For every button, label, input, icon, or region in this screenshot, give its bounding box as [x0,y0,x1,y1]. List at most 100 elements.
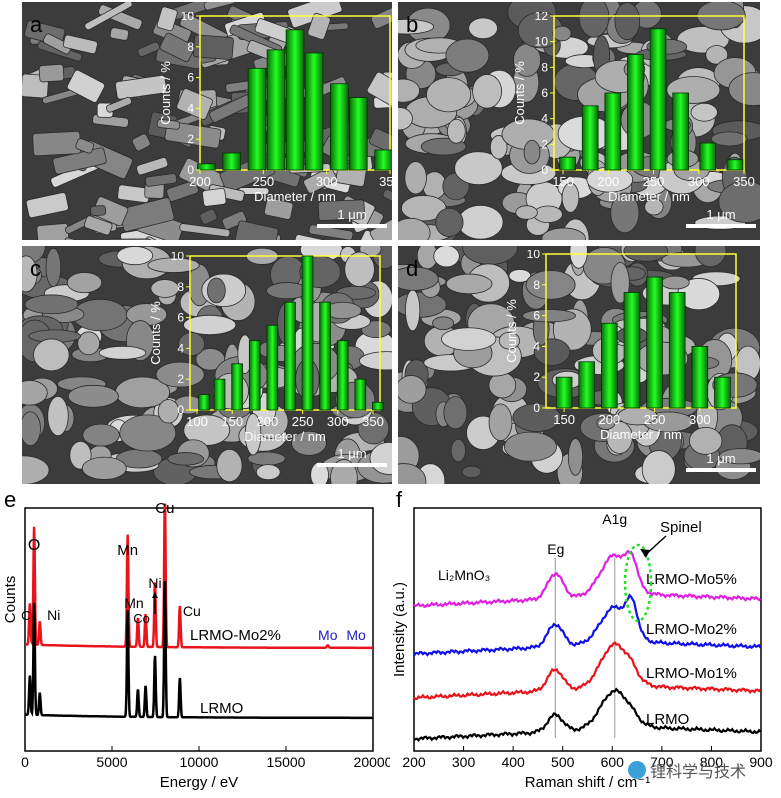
y-tick-label: 8 [177,280,184,294]
sem-panel-d: d 0 2 4 6 8 10 150 200 250 300 Diameter / nm Counts… [398,246,760,484]
histogram-bar [668,292,686,409]
histogram-bar [319,301,331,411]
series-line [413,593,762,657]
x-axis-label: Diameter / nm [600,427,682,442]
histogram-d: 0 2 4 6 8 10 150 200 250 300 Diameter / nm Counts /… [504,250,737,442]
peak-label: Cu [183,603,201,619]
x-tick-label: 200 [598,412,620,427]
sem-panel-b: b 0 2 4 6 8 10 12 150 200 250 300 350 Diameter / nm C… [398,2,760,240]
x-tick-label: 200 [597,174,619,189]
y-tick-label: 4 [187,101,194,115]
x-tick-label: 100 [186,414,208,429]
watermark-text: 锂科学与技术 [650,764,747,781]
histogram-bar [691,346,709,409]
scale-bar-label-c: 1 μm [337,446,367,461]
x-axis-label: Raman shift / cm⁻¹ [525,774,650,791]
peak-label: O [28,537,40,554]
y-tick-label: 6 [187,71,194,85]
histogram-bar [349,97,368,171]
y-tick-label: 10 [181,12,195,23]
scale-bar-c: 1 μm [317,446,387,467]
scale-bar-label-a: 1 μm [337,207,367,222]
x-axis-label: Diameter / nm [608,189,690,204]
x-tick-label: 300 [689,412,711,427]
histogram-bar [266,49,286,171]
x-tick-label: 20000 [354,754,390,770]
panel-letter-b: b [406,12,419,37]
histogram-bar [222,152,241,171]
panel-letter-e: e [4,487,17,512]
x-tick-label: 5000 [96,754,127,770]
y-tick-label: 4 [177,341,184,355]
histogram-bar [247,67,267,171]
sem-panel-c: c 0 2 4 6 8 10 100 150 200 250 300 350 Diameter / nm… [22,246,392,484]
x-tick-label: 250 [252,174,274,189]
histogram-bar [336,340,349,411]
x-tick-label: 150 [553,412,575,427]
x-tick-label: 800 [700,754,724,770]
li2mno3-label: Li₂MnO₃ [438,567,490,583]
y-tick-label: 10 [535,35,549,49]
x-tick-label: 700 [650,754,674,770]
series-label-lrmo: LRMO [200,700,243,717]
eg-label: Eg [547,541,564,557]
histogram-bar [604,92,622,171]
x-tick-label: 350 [733,174,755,189]
y-tick-label: 0 [533,401,540,415]
histogram-bar [213,378,226,411]
y-tick-label: 8 [187,40,194,54]
histogram-bar [649,28,667,171]
x-tick-label: 300 [688,174,710,189]
x-tick-label: 250 [644,412,666,427]
scale-bar-label-b: 1 μm [706,207,736,222]
histogram-bar [197,163,216,171]
panel-letter-f: f [396,487,403,512]
panel-letter-c: c [30,256,41,281]
x-axis-label: Diameter / nm [254,189,336,204]
series-label: LRMO-Mo2% [646,621,737,638]
histogram-bar [699,142,717,171]
histogram-bar [374,149,392,171]
eds-spectrum-chart: 0 5000 10000 15000 20000 Energy / eV Counts LRM… [2,500,390,791]
y-axis-label: Counts / % [148,301,163,365]
x-tick-label: 900 [749,754,773,770]
x-tick-label: 0 [21,754,29,770]
watermark: 锂科学与技术 [628,758,746,782]
peak-label: Mn [117,542,138,559]
x-tick-label: 300 [327,414,349,429]
sem-image-c [22,246,392,484]
histogram-c: 0 2 4 6 8 10 100 150 200 250 300 350 Diameter / nm Co… [148,252,384,444]
x-tick-label: 150 [221,414,243,429]
histogram-bar [372,401,384,411]
panel-letter-a: a [30,12,43,37]
x-axis-label: Diameter / nm [244,429,326,444]
sem-panel-a: a 0 2 4 6 8 10 200 250 300 350 Diameter / nm Counts… [22,2,392,240]
peak-label: Mo [318,627,338,643]
y-tick-label: 6 [533,309,540,323]
spinel-label: Spinel [660,519,702,536]
series-line [413,549,762,609]
y-axis-label: Counts [2,576,19,624]
peak-label: Ni [148,575,161,591]
a1g-label: A1g [602,511,627,527]
y-tick-label: 10 [527,250,541,261]
y-tick-label: 2 [533,370,540,384]
watermark-logo-icon [628,761,646,779]
peak-label: Ni [47,607,60,623]
x-tick-label: 350 [362,414,384,429]
panel-letter-d: d [406,256,419,281]
y-tick-label: 2 [177,372,184,386]
histogram-bar [672,92,689,171]
y-axis-label: Intensity (a.u.) [391,582,408,677]
histogram-bar [248,340,261,411]
y-axis-label: Counts / % [504,299,519,363]
scale-bar-b: 1 μm [686,207,756,228]
x-tick-label: 300 [316,174,338,189]
histogram-bar [601,322,618,409]
x-tick-label: 250 [643,174,665,189]
histogram-bar [266,324,279,411]
histogram-bar [198,394,210,411]
histogram-bar [330,83,349,171]
histogram-b: 0 2 4 6 8 10 12 150 200 250 300 350 Diameter / nm Cou… [512,12,755,204]
x-tick-label: 15000 [267,754,306,770]
